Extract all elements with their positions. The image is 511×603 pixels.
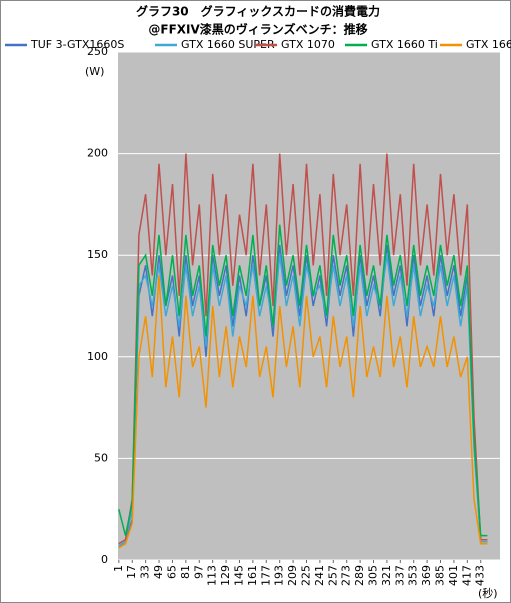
series-line bbox=[118, 153, 488, 545]
series-line bbox=[118, 275, 488, 549]
x-tick-label: 113 bbox=[206, 565, 219, 586]
y-axis-label: (W) bbox=[85, 65, 104, 78]
x-tick-label: 209 bbox=[286, 565, 299, 586]
x-tick-label: 273 bbox=[340, 565, 353, 586]
x-tick-label: 241 bbox=[313, 565, 326, 586]
legend-label: TUF 3-GTX1660S bbox=[30, 38, 124, 51]
x-tick-label: 1 bbox=[112, 565, 125, 572]
y-tick-label: 200 bbox=[87, 147, 108, 160]
x-tick-label: 433 bbox=[474, 565, 487, 586]
x-tick-label: 161 bbox=[246, 565, 259, 586]
x-tick-label: 401 bbox=[447, 565, 460, 586]
x-tick-label: 17 bbox=[125, 565, 138, 579]
legend-label: GTX 1660 Ti bbox=[371, 38, 438, 51]
x-tick-label: 225 bbox=[299, 565, 312, 586]
y-tick-label: 100 bbox=[87, 350, 108, 363]
series-line bbox=[118, 255, 488, 547]
x-tick-label: 417 bbox=[460, 565, 473, 586]
x-tick-label: 145 bbox=[232, 565, 245, 586]
x-tick-label: 353 bbox=[407, 565, 420, 586]
x-tick-label: 81 bbox=[179, 565, 192, 579]
x-tick-label: 289 bbox=[353, 565, 366, 586]
x-axis-label: (秒) bbox=[478, 586, 498, 600]
x-tick-label: 321 bbox=[380, 565, 393, 586]
x-tick-label: 257 bbox=[326, 565, 339, 586]
legend-label: GTX 1660 SUPER bbox=[181, 38, 275, 51]
chart-title: グラフ30 グラフィックスカードの消費電力 bbox=[136, 4, 380, 19]
x-tick-label: 193 bbox=[273, 565, 286, 586]
x-tick-label: 97 bbox=[192, 565, 205, 579]
legend-label: GTX 1660 bbox=[466, 38, 511, 51]
x-tick-label: 49 bbox=[152, 565, 165, 579]
x-tick-label: 129 bbox=[219, 565, 232, 586]
x-tick-label: 337 bbox=[393, 565, 406, 586]
y-tick-label: 250 bbox=[87, 45, 108, 58]
x-tick-label: 177 bbox=[259, 565, 272, 586]
x-tick-label: 369 bbox=[420, 565, 433, 586]
y-tick-label: 0 bbox=[101, 553, 108, 566]
x-tick-label: 65 bbox=[165, 565, 178, 579]
legend-label: GTX 1070 bbox=[281, 38, 335, 51]
x-tick-label: 33 bbox=[139, 565, 152, 579]
x-tick-label: 385 bbox=[434, 565, 447, 586]
x-tick-label: 305 bbox=[367, 565, 380, 586]
y-tick-label: 150 bbox=[87, 248, 108, 261]
chart-subtitle: @FFXIV漆黒のヴィランズベンチ：推移 bbox=[148, 22, 367, 37]
series-line bbox=[118, 224, 488, 537]
y-tick-label: 50 bbox=[94, 451, 108, 464]
